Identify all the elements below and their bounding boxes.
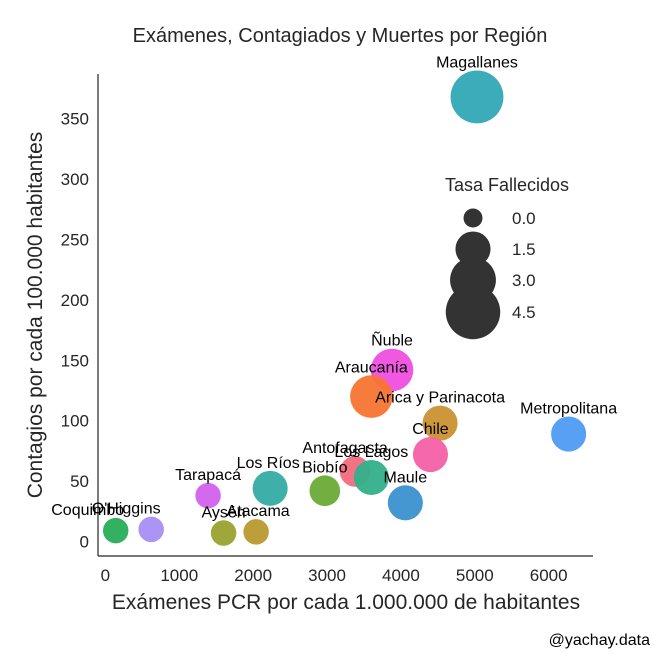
point-label: Antofagasta (302, 440, 388, 457)
point-label: Atacama (227, 503, 290, 520)
point-label: Araucanía (335, 359, 408, 376)
y-tick-label: 250 (61, 230, 89, 249)
data-point (102, 517, 129, 544)
data-point (422, 405, 458, 441)
y-tick-label: 200 (61, 291, 89, 310)
data-point (309, 475, 341, 507)
y-tick-label: 300 (61, 170, 89, 189)
legend-label: 4.5 (512, 303, 536, 322)
y-tick-label: 100 (61, 412, 89, 431)
legend-label: 3.0 (512, 271, 536, 290)
chart-title: Exámenes, Contagiados y Muertes por Regi… (133, 25, 548, 47)
data-point (138, 516, 164, 543)
data-point (210, 520, 237, 546)
point-label: Chile (412, 421, 449, 438)
legend-marker (463, 208, 483, 228)
data-point (350, 375, 393, 418)
data-point (252, 470, 288, 506)
point-label: Ñuble (371, 330, 413, 350)
data-point (195, 482, 221, 509)
point-label: Tarapacá (175, 467, 241, 484)
y-tick-label: 150 (61, 351, 89, 370)
credit-text: @yachay.data (548, 632, 650, 649)
point-label: Biobío (302, 459, 347, 476)
legend-label: 1.5 (512, 240, 536, 259)
data-point (387, 485, 423, 521)
legend-marker (455, 231, 491, 267)
x-tick-label: 5000 (456, 566, 494, 585)
point-label: Magallanes (436, 55, 518, 72)
data-point (450, 70, 504, 124)
point-label: Los Lagos (334, 444, 408, 461)
axes: 0 1000 2000 3000 4000 5000 6000 0 50 100 150 200 250… (61, 74, 593, 585)
x-tick-label: 3000 (308, 566, 346, 585)
point-label: Metropolitana (520, 400, 617, 417)
data-points (102, 70, 587, 546)
data-point (243, 519, 269, 545)
point-label: Maule (384, 469, 428, 486)
x-tick-label: 6000 (530, 566, 568, 585)
x-tick-label: 0 (101, 566, 110, 585)
point-label: Los Ríos (237, 455, 300, 472)
legend-label: 0.0 (512, 209, 536, 228)
point-label: Arica y Parinacota (375, 390, 505, 407)
data-point (551, 416, 587, 452)
y-axis-label: Contagios por cada 100.000 habitantes (24, 132, 47, 499)
point-label: Aysén (202, 504, 246, 521)
y-tick-label: 350 (61, 110, 89, 129)
point-label: O'Higgins (92, 501, 161, 518)
x-tick-label: 1000 (160, 566, 198, 585)
y-tick-label: 50 (70, 472, 89, 491)
legend-title: Tasa Fallecidos (445, 175, 569, 195)
x-tick-label: 2000 (234, 566, 272, 585)
x-axis-label: Exámenes PCR por cada 1.000.000 de habit… (112, 591, 580, 614)
point-label: Coquimbo (51, 502, 124, 519)
legend-marker (445, 284, 501, 340)
size-legend: Tasa Fallecidos 0.0 1.5 3.0 4.5 (445, 175, 569, 340)
y-tick-label: 0 (80, 533, 89, 552)
data-point (353, 459, 389, 496)
point-labels: Magallanes Ñuble Araucanía Arica y Parinaco… (51, 55, 617, 522)
data-point (412, 436, 448, 473)
x-tick-label: 4000 (382, 566, 420, 585)
